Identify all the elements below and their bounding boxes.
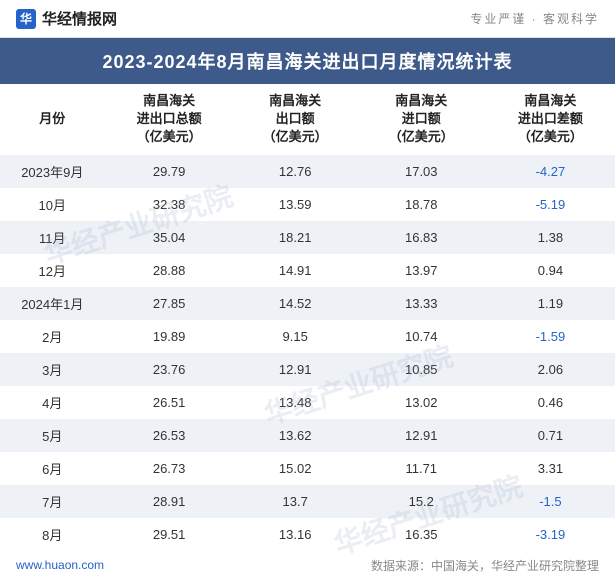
header-line: 进口额 — [402, 111, 441, 126]
header-line: 南昌海关 — [143, 93, 195, 108]
col-header-diff: 南昌海关 进出口差额 （亿美元） — [486, 84, 615, 155]
cell-diff: 1.38 — [486, 221, 615, 254]
cell-import: 12.91 — [357, 419, 486, 452]
header-line: （亿美元） — [137, 129, 202, 144]
header-line: （亿美元） — [263, 129, 328, 144]
cell-import: 18.78 — [357, 188, 486, 221]
table-row: 12月28.8814.9113.970.94 — [0, 254, 615, 287]
col-header-import: 南昌海关 进口额 （亿美元） — [357, 84, 486, 155]
header-line: （亿美元） — [518, 129, 583, 144]
cell-month: 10月 — [0, 188, 105, 221]
header-line: 南昌海关 — [269, 93, 321, 108]
footer-source: 数据来源：中国海关，华经产业研究院整理 — [371, 557, 599, 574]
logo-text: 华经情报网 — [42, 8, 117, 29]
cell-export: 13.48 — [234, 386, 357, 419]
col-header-total: 南昌海关 进出口总额 （亿美元） — [105, 84, 234, 155]
logo-section: 华 华经情报网 — [16, 8, 117, 29]
cell-export: 13.62 — [234, 419, 357, 452]
cell-diff: 0.94 — [486, 254, 615, 287]
cell-diff: 2.06 — [486, 353, 615, 386]
cell-month: 2024年1月 — [0, 287, 105, 320]
data-table: 月份 南昌海关 进出口总额 （亿美元） 南昌海关 出口额 （亿美元） 南昌海关 … — [0, 84, 615, 551]
cell-export: 18.21 — [234, 221, 357, 254]
cell-import: 13.02 — [357, 386, 486, 419]
cell-import: 15.2 — [357, 485, 486, 518]
header-line: 进出口总额 — [137, 111, 202, 126]
table-body: 2023年9月29.7912.7617.03-4.2710月32.3813.59… — [0, 155, 615, 551]
cell-total: 28.88 — [105, 254, 234, 287]
cell-total: 32.38 — [105, 188, 234, 221]
cell-diff: 0.71 — [486, 419, 615, 452]
col-header-export: 南昌海关 出口额 （亿美元） — [234, 84, 357, 155]
cell-export: 9.15 — [234, 320, 357, 353]
table-row: 5月26.5313.6212.910.71 — [0, 419, 615, 452]
cell-diff: -5.19 — [486, 188, 615, 221]
cell-export: 13.59 — [234, 188, 357, 221]
cell-export: 13.7 — [234, 485, 357, 518]
cell-import: 10.74 — [357, 320, 486, 353]
cell-diff: -1.5 — [486, 485, 615, 518]
cell-import: 11.71 — [357, 452, 486, 485]
site-header: 华 华经情报网 专业严谨 · 客观科学 — [0, 0, 615, 38]
cell-import: 16.83 — [357, 221, 486, 254]
cell-total: 27.85 — [105, 287, 234, 320]
table-row: 2023年9月29.7912.7617.03-4.27 — [0, 155, 615, 188]
cell-month: 2023年9月 — [0, 155, 105, 188]
cell-total: 26.51 — [105, 386, 234, 419]
cell-diff: -1.59 — [486, 320, 615, 353]
slogan-text: 专业严谨 · 客观科学 — [470, 10, 599, 27]
cell-import: 10.85 — [357, 353, 486, 386]
cell-diff: 3.31 — [486, 452, 615, 485]
table-header-row: 月份 南昌海关 进出口总额 （亿美元） 南昌海关 出口额 （亿美元） 南昌海关 … — [0, 84, 615, 155]
cell-total: 35.04 — [105, 221, 234, 254]
cell-total: 19.89 — [105, 320, 234, 353]
cell-month: 5月 — [0, 419, 105, 452]
table-row: 3月23.7612.9110.852.06 — [0, 353, 615, 386]
cell-month: 12月 — [0, 254, 105, 287]
table-title: 2023-2024年8月南昌海关进出口月度情况统计表 — [0, 38, 615, 84]
footer-site: www.huaon.com — [16, 558, 104, 572]
table-container: 华经产业研究院 华经产业研究院 华经产业研究院 月份 南昌海关 进出口总额 （亿… — [0, 84, 615, 551]
cell-total: 23.76 — [105, 353, 234, 386]
cell-export: 14.91 — [234, 254, 357, 287]
cell-diff: 1.19 — [486, 287, 615, 320]
header-line: （亿美元） — [389, 129, 454, 144]
cell-diff: 0.46 — [486, 386, 615, 419]
logo-icon: 华 — [16, 9, 36, 29]
table-row: 6月26.7315.0211.713.31 — [0, 452, 615, 485]
col-header-month: 月份 — [0, 84, 105, 155]
cell-export: 14.52 — [234, 287, 357, 320]
cell-import: 13.33 — [357, 287, 486, 320]
cell-export: 15.02 — [234, 452, 357, 485]
cell-month: 4月 — [0, 386, 105, 419]
cell-export: 12.91 — [234, 353, 357, 386]
cell-diff: -4.27 — [486, 155, 615, 188]
table-row: 2024年1月27.8514.5213.331.19 — [0, 287, 615, 320]
header-line: 南昌海关 — [395, 93, 447, 108]
cell-export: 12.76 — [234, 155, 357, 188]
table-row: 2月19.899.1510.74-1.59 — [0, 320, 615, 353]
cell-total: 26.53 — [105, 419, 234, 452]
table-row: 10月32.3813.5918.78-5.19 — [0, 188, 615, 221]
header-line: 南昌海关 — [524, 93, 576, 108]
cell-total: 29.79 — [105, 155, 234, 188]
cell-month: 3月 — [0, 353, 105, 386]
cell-import: 13.97 — [357, 254, 486, 287]
table-row: 7月28.9113.715.2-1.5 — [0, 485, 615, 518]
cell-month: 11月 — [0, 221, 105, 254]
cell-month: 2月 — [0, 320, 105, 353]
cell-month: 6月 — [0, 452, 105, 485]
cell-import: 17.03 — [357, 155, 486, 188]
header-line: 进出口差额 — [518, 111, 583, 126]
header-line: 出口额 — [276, 111, 315, 126]
table-row: 4月26.5113.4813.020.46 — [0, 386, 615, 419]
cell-total: 26.73 — [105, 452, 234, 485]
footer-bar: www.huaon.com 数据来源：中国海关，华经产业研究院整理 — [0, 551, 615, 578]
cell-total: 28.91 — [105, 485, 234, 518]
cell-month: 7月 — [0, 485, 105, 518]
table-row: 11月35.0418.2116.831.38 — [0, 221, 615, 254]
